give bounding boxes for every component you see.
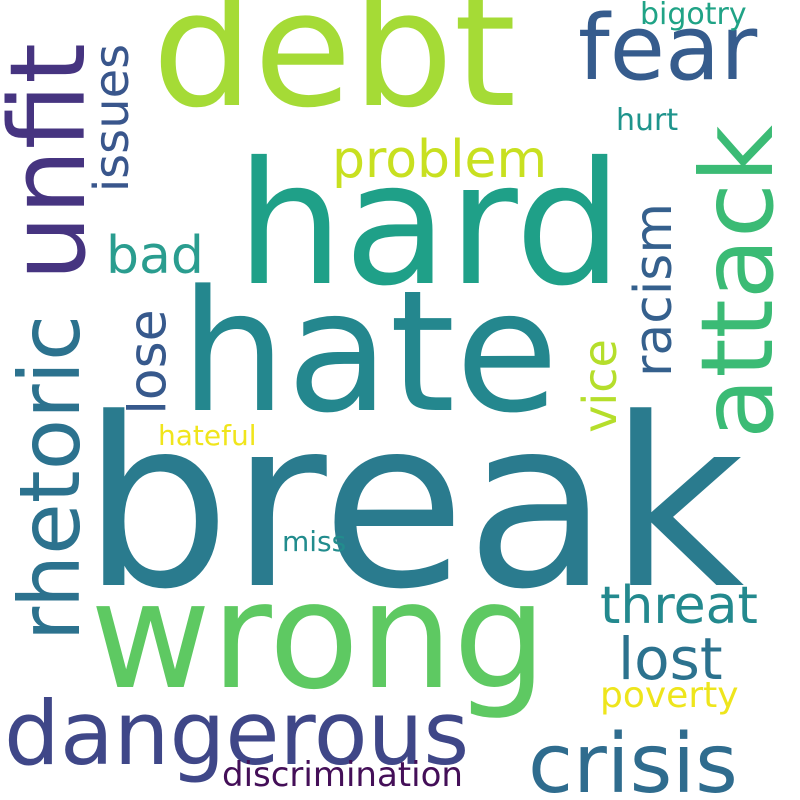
- word-vice: vice: [572, 339, 627, 433]
- word-attack: attack: [678, 125, 796, 439]
- word-fear: fear: [578, 0, 758, 101]
- word-bad: bad: [106, 226, 204, 286]
- word-issues: issues: [84, 43, 141, 193]
- word-dangerous: dangerous: [4, 682, 470, 785]
- word-problem: problem: [332, 130, 548, 190]
- word-hateful: hateful: [158, 419, 257, 452]
- word-hard: hard: [236, 126, 623, 324]
- word-lose: lose: [118, 309, 179, 415]
- word-debt: debt: [152, 0, 517, 143]
- word-hurt: hurt: [616, 103, 679, 138]
- word-poverty: poverty: [600, 675, 739, 716]
- word-crisis: crisis: [528, 717, 738, 800]
- word-hate: hate: [180, 254, 559, 450]
- word-discrimination: discrimination: [222, 755, 463, 795]
- word-racism: racism: [624, 202, 685, 378]
- word-threat: threat: [600, 576, 758, 636]
- word-lost: lost: [618, 625, 723, 693]
- word-rhetoric: rhetoric: [1, 314, 100, 642]
- word-miss: miss: [282, 525, 347, 558]
- word-break: break: [82, 369, 745, 641]
- word-wrong: wrong: [90, 550, 547, 722]
- word-bigotry: bigotry: [640, 0, 747, 32]
